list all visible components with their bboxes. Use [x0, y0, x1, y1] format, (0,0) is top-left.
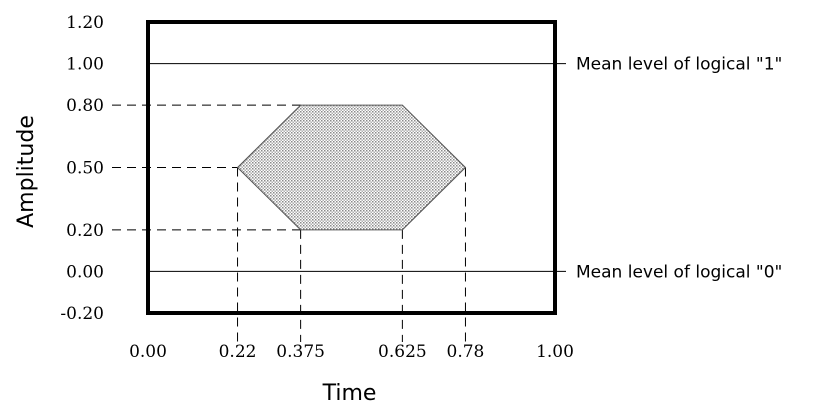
- x-axis-title: Time: [322, 381, 377, 406]
- y-tick-label: -0.20: [60, 304, 104, 324]
- mask-polygon: [236, 104, 467, 231]
- y-axis-title: Amplitude: [14, 115, 39, 228]
- y-tick-labels: 1.20 1.00 0.80 0.50 0.20 0.00 -0.20: [60, 13, 104, 324]
- y-tick-label: 0.20: [66, 221, 104, 241]
- x-tick-label: 1.00: [536, 342, 574, 362]
- x-tick-label: 0.78: [447, 342, 485, 362]
- reference-line-label-0: Mean level of logical "1": [576, 55, 782, 75]
- y-tick-label: 0.80: [66, 96, 104, 116]
- x-tick-label: 0.625: [378, 342, 427, 362]
- reference-line-labels: Mean level of logical "1" Mean level of l…: [576, 55, 782, 283]
- guide-lines: [112, 104, 466, 342]
- x-tick-labels: 0.00 0.22 0.375 0.625 0.78 1.00: [129, 342, 574, 362]
- x-tick-label: 0.375: [276, 342, 325, 362]
- y-tick-label: 1.20: [66, 13, 104, 33]
- y-tick-label: 1.00: [66, 55, 104, 75]
- plot-frame: [146, 20, 557, 315]
- y-tick-label: 0.50: [66, 159, 104, 179]
- reference-lines: [148, 63, 566, 272]
- x-tick-label: 0.00: [129, 342, 167, 362]
- reference-line-label-1: Mean level of logical "0": [576, 262, 782, 282]
- mask-region: [236, 104, 467, 231]
- x-tick-label: 0.22: [219, 342, 257, 362]
- y-tick-label: 0.00: [66, 262, 104, 282]
